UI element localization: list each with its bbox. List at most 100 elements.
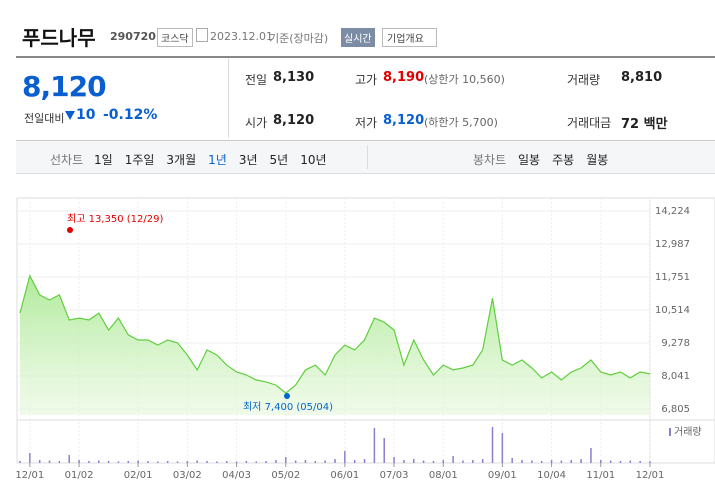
- volume-bar: [403, 460, 405, 463]
- tab[interactable]: 10년: [300, 153, 327, 167]
- company-button[interactable]: 기업개요: [382, 28, 437, 47]
- y-tick-label: 6,805: [661, 404, 690, 415]
- date: 2023.12.01: [210, 30, 273, 43]
- volume-bar: [78, 460, 80, 463]
- volume-bar: [629, 460, 632, 463]
- volume-bar: [491, 427, 494, 463]
- x-tick-label: 12/01: [15, 470, 44, 481]
- item-note: (하한가 5,700): [424, 116, 498, 129]
- tab[interactable]: 1년: [208, 153, 227, 167]
- volume-bar: [393, 457, 395, 463]
- x-tick-label: 02/01: [124, 470, 153, 481]
- market-badge: 코스닥: [157, 28, 193, 47]
- stock-code: 290720: [110, 30, 156, 43]
- volume-bar: [186, 461, 189, 463]
- item-label: 저가: [355, 116, 378, 130]
- tab-bar: [16, 141, 715, 174]
- x-tick-label: 07/03: [380, 470, 409, 481]
- volume-bar: [147, 461, 149, 463]
- item-value: 8,120: [383, 113, 425, 128]
- volume-bar: [422, 460, 425, 463]
- tab[interactable]: 3개월: [166, 153, 197, 167]
- volume-bar: [353, 460, 356, 463]
- tab[interactable]: 3년: [238, 153, 258, 167]
- volume-bar: [176, 461, 179, 463]
- x-tick-label: 08/01: [429, 470, 458, 481]
- volume-bar: [481, 459, 484, 463]
- legend-swatch: [669, 428, 671, 436]
- x-tick-label: 05/02: [271, 470, 300, 481]
- volume-bar: [521, 460, 523, 463]
- volume-bar: [619, 461, 622, 463]
- volume-bar: [98, 460, 100, 463]
- volume-bar: [462, 460, 464, 463]
- volume-bar: [580, 459, 582, 463]
- volume-bar: [304, 460, 307, 463]
- item-label: 시가: [245, 116, 268, 130]
- tab[interactable]: 1주일: [124, 153, 155, 167]
- x-tick-label: 06/01: [330, 470, 359, 481]
- volume-bar: [157, 461, 159, 463]
- x-tick-label: 01/02: [65, 470, 94, 481]
- item-note: (상한가 10,560): [424, 73, 505, 86]
- price-box: [16, 58, 229, 138]
- volume-bar: [245, 461, 248, 463]
- volume-bar: [550, 460, 553, 463]
- volume-bar: [117, 461, 120, 463]
- volume-bar: [363, 459, 366, 463]
- current-price: 8,120: [22, 70, 107, 103]
- volume-bar: [127, 461, 130, 463]
- volume-bar: [501, 433, 504, 463]
- divider: [16, 56, 715, 58]
- change: 10: [76, 107, 96, 123]
- high-annotation: 최고 13,350 (12/29): [67, 213, 163, 225]
- tab[interactable]: 5년: [269, 153, 289, 167]
- tab-label: 봉차트: [473, 153, 507, 167]
- volume-bar: [206, 461, 208, 463]
- item-label: 거래대금: [567, 116, 612, 130]
- y-tick-label: 10,514: [655, 305, 690, 316]
- volume-bar: [344, 451, 346, 463]
- tab[interactable]: 1일: [94, 153, 113, 167]
- volume-bar: [48, 460, 51, 463]
- volume-bar: [540, 461, 543, 463]
- volume-bar: [68, 455, 70, 463]
- volume-bar: [472, 460, 474, 463]
- tab[interactable]: 월봉: [586, 153, 609, 167]
- volume-bar: [609, 460, 612, 463]
- plot-frame: [16, 197, 715, 464]
- volume-bar: [255, 461, 257, 463]
- x-tick-label: 03/02: [173, 470, 202, 481]
- volume-bar: [324, 460, 326, 463]
- tab[interactable]: 일봉: [518, 153, 541, 167]
- tab-label: 선차트: [50, 153, 84, 167]
- x-tick-label: 09/01: [488, 470, 517, 481]
- x-tick-label: 11/01: [586, 470, 615, 481]
- legend-label: 거래량: [674, 426, 702, 438]
- item-value: 8,810: [621, 70, 663, 85]
- volume-bar: [432, 461, 435, 463]
- item-label: 전일: [245, 73, 268, 87]
- area-fill: [20, 275, 650, 415]
- volume-bar: [166, 461, 169, 463]
- volume-bar: [531, 460, 533, 463]
- item-value: 72 백만: [621, 117, 668, 132]
- tab[interactable]: 주봉: [552, 153, 575, 167]
- separator: [367, 145, 368, 169]
- divider: [16, 140, 715, 141]
- volume-bar: [216, 461, 218, 463]
- volume-bar: [383, 438, 385, 463]
- price-line: [19, 274, 651, 394]
- realtime-button[interactable]: 실시간: [341, 28, 375, 47]
- volume-bar: [570, 460, 572, 463]
- down-arrow: [65, 111, 75, 120]
- y-tick-label: 14,224: [655, 206, 690, 217]
- volume-bar: [275, 460, 277, 463]
- volume-bar: [314, 461, 317, 463]
- volume-bar: [590, 448, 592, 463]
- volume-bar: [442, 460, 445, 463]
- item-label: 고가: [355, 73, 378, 87]
- y-tick-label: 11,751: [655, 272, 690, 283]
- low-marker: [284, 393, 290, 399]
